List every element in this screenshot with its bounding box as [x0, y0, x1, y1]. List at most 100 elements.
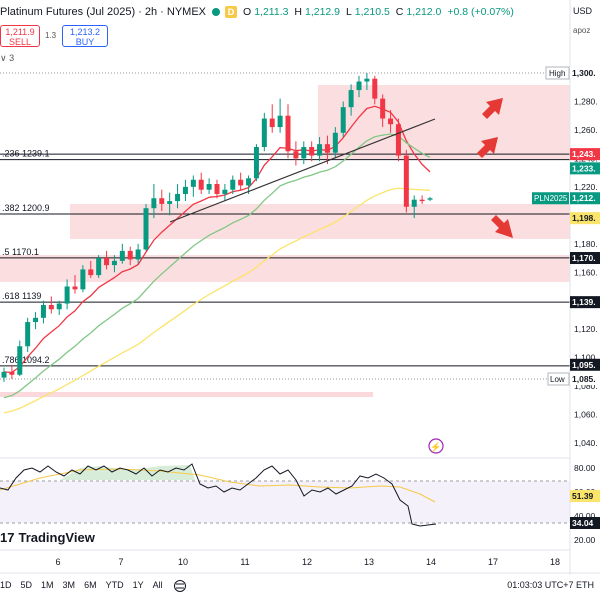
tag-1139 [570, 296, 600, 309]
bottom-toolbar: 1D 5D 1M 3M 6M YTD 1Y All [0, 580, 600, 590]
range-button-1y[interactable]: 1Y [132, 580, 144, 590]
range-button-all[interactable]: All [152, 580, 163, 590]
candle-body[interactable] [317, 144, 323, 156]
open-value: 1,211.3 [254, 6, 289, 18]
price-tick-label: 1,180. [574, 239, 598, 249]
candle-body[interactable] [356, 81, 362, 91]
price-tick-label: 1,080. [574, 381, 598, 391]
sell-button[interactable]: 1,211.9 SELL [0, 25, 40, 47]
symbol-header[interactable]: Platinum Futures (Jul 2025) · 2h · NYMEX… [0, 4, 517, 20]
candle-body[interactable] [25, 322, 31, 347]
candle-body[interactable] [72, 286, 78, 290]
currency-label[interactable]: USD [573, 6, 593, 16]
candle-body[interactable] [388, 118, 394, 125]
range-button-5d[interactable]: 5D [20, 580, 33, 590]
candle-body[interactable] [364, 78, 370, 82]
fib-level-label: .5 1170.1 [2, 247, 39, 257]
candle-body[interactable] [380, 98, 386, 119]
rsi-tick-label: 80.00 [574, 463, 596, 473]
trend-line[interactable] [169, 118, 436, 223]
low-label: L [345, 6, 352, 18]
candle-body[interactable] [309, 147, 315, 156]
tag-1212 [570, 192, 600, 205]
candle-body[interactable] [64, 286, 70, 304]
candle-body[interactable] [427, 198, 433, 200]
candle-body[interactable] [372, 78, 378, 99]
candle-body[interactable] [411, 199, 417, 207]
candle-body[interactable] [419, 199, 425, 202]
range-button-1d[interactable]: 1D [0, 580, 12, 590]
close-value: 1,212.0 [406, 6, 442, 18]
candle-body[interactable] [127, 250, 133, 260]
rsi-ma-tag-text: 51.39 [572, 491, 594, 501]
low-tag-label: Low [550, 375, 565, 384]
candle-body[interactable] [48, 304, 54, 310]
clock-time: 01:03:03 UTC+7 [507, 580, 574, 590]
candle-body[interactable] [253, 147, 259, 179]
range-button-ytd[interactable]: YTD [105, 580, 124, 590]
arrow-icon [491, 215, 513, 238]
candle-body[interactable] [301, 147, 307, 159]
tag-1095-text: 1,095. [572, 360, 596, 370]
candle-body[interactable] [206, 184, 212, 190]
candle-body[interactable] [88, 269, 94, 276]
buy-button[interactable]: 1,213.2 BUY [62, 25, 108, 47]
candle-body[interactable] [230, 179, 236, 190]
candle-body[interactable] [151, 198, 157, 209]
candle-body[interactable] [403, 155, 409, 207]
candle-body[interactable] [285, 115, 291, 152]
candle-body[interactable] [143, 208, 149, 250]
data-badge[interactable]: D [225, 6, 238, 18]
session-label[interactable]: ETH [576, 580, 594, 590]
candle-body[interactable] [135, 249, 141, 260]
range-button-3m[interactable]: 3M [62, 580, 76, 590]
candle-body[interactable] [56, 303, 62, 310]
compare-icon[interactable] [174, 580, 186, 592]
candle-body[interactable] [96, 258, 102, 276]
candle-body[interactable] [238, 179, 244, 186]
candle-body[interactable] [214, 184, 220, 194]
time-tick-label: 12 [302, 557, 312, 567]
candle-body[interactable] [332, 132, 338, 153]
candle-body[interactable] [182, 186, 188, 194]
candle-body[interactable] [40, 304, 46, 318]
candle-body[interactable] [198, 179, 204, 190]
clock-display[interactable]: 01:03:03 UTC+7 ETH [507, 580, 594, 590]
candle-body[interactable] [104, 258, 110, 266]
candle-body[interactable] [395, 124, 401, 156]
candle-body[interactable] [111, 260, 117, 266]
candle-body[interactable] [190, 179, 196, 187]
close-label: C [395, 6, 404, 18]
candle-body[interactable] [1, 371, 7, 378]
candle-body[interactable] [119, 250, 125, 261]
indicator-collapse-button[interactable]: ∨ 3 [0, 53, 15, 63]
candle-body[interactable] [222, 189, 228, 194]
event-icon[interactable] [428, 438, 444, 454]
candle-body[interactable] [261, 118, 267, 148]
time-tick-label: 7 [118, 557, 123, 567]
candle-body[interactable] [80, 269, 86, 290]
range-button-1m[interactable]: 1M [41, 580, 54, 590]
candle-body[interactable] [175, 193, 181, 202]
price-tick-label: 1,100. [574, 353, 598, 363]
range-button-6m[interactable]: 6M [84, 580, 97, 590]
candle-body[interactable] [324, 144, 330, 153]
candle-body[interactable] [17, 346, 23, 375]
time-tick-label: 13 [364, 557, 374, 567]
rsi-band [0, 481, 570, 523]
candle-body[interactable] [277, 115, 283, 128]
candle-body[interactable] [9, 371, 15, 375]
candle-body[interactable] [340, 107, 346, 133]
candle-body[interactable] [269, 118, 275, 128]
symbol-title[interactable]: Platinum Futures (Jul 2025) · 2h · NYMEX [0, 6, 207, 18]
candle-body[interactable] [167, 201, 173, 204]
candle-body[interactable] [348, 90, 354, 108]
rsi-tick-label: 20.00 [574, 535, 596, 545]
resistance-zone [318, 85, 570, 160]
candle-body[interactable] [33, 317, 39, 323]
candle-body[interactable] [293, 151, 299, 159]
candle-body[interactable] [159, 198, 165, 204]
candle-body[interactable] [246, 178, 252, 186]
high-tag [545, 66, 570, 80]
